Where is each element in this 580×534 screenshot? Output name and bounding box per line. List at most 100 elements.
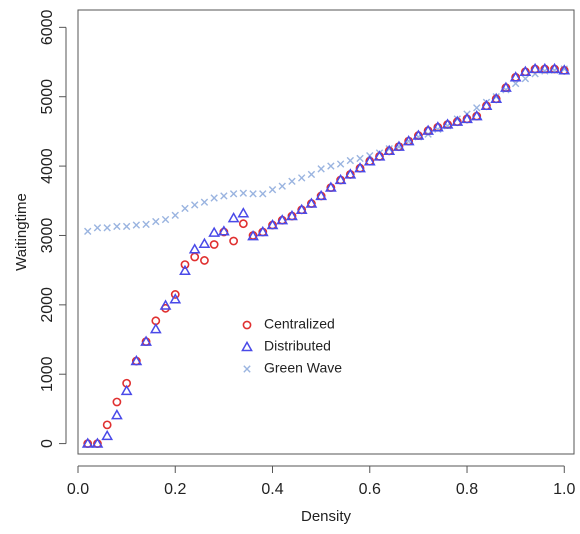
point-distributed	[295, 203, 308, 214]
point-centralized	[170, 290, 180, 299]
x-tick-label: 0.4	[261, 481, 283, 498]
point-green-wave	[259, 190, 267, 198]
point-distributed	[247, 230, 259, 241]
point-distributed	[208, 226, 221, 237]
legend-key-centralized	[242, 320, 252, 330]
point-green-wave	[122, 222, 131, 231]
point-distributed	[237, 207, 250, 218]
x-tick-label: 0.0	[67, 481, 89, 498]
point-distributed	[373, 150, 386, 161]
point-green-wave	[200, 198, 209, 206]
point-green-wave	[161, 215, 170, 224]
point-distributed	[558, 64, 571, 75]
point-distributed	[344, 168, 357, 179]
point-green-wave	[307, 170, 316, 179]
series-green-wave	[84, 65, 568, 236]
legend-key-green-wave	[243, 365, 251, 373]
point-distributed	[111, 409, 123, 420]
legend-label-distributed: Distributed	[264, 338, 331, 354]
point-distributed	[470, 110, 483, 121]
point-green-wave	[113, 222, 121, 231]
point-distributed	[529, 62, 541, 74]
x-axis-label: Density	[301, 508, 352, 525]
y-tick-label: 3000	[39, 218, 56, 254]
y-tick-label: 0	[39, 439, 56, 448]
point-distributed	[490, 92, 503, 103]
point-green-wave	[132, 221, 141, 229]
legend: Centralized Distributed Green Wave	[241, 316, 342, 376]
point-green-wave	[142, 220, 150, 229]
point-distributed	[169, 293, 182, 304]
point-distributed	[324, 181, 337, 192]
point-distributed	[81, 437, 94, 448]
point-green-wave	[317, 165, 325, 173]
point-distributed	[315, 189, 328, 201]
point-distributed	[412, 129, 425, 140]
x-tick-label: 1.0	[553, 481, 575, 498]
point-centralized	[229, 236, 239, 246]
y-tick-label: 1000	[39, 356, 56, 392]
point-green-wave	[336, 160, 345, 168]
point-distributed	[363, 155, 376, 166]
series-distributed	[81, 62, 571, 448]
point-centralized	[112, 397, 122, 407]
point-distributed	[159, 299, 172, 310]
y-axis: 0 1000 2000 3000 4000 5000 6000	[39, 9, 67, 448]
y-tick-label: 6000	[39, 9, 56, 45]
point-distributed	[383, 144, 396, 156]
point-distributed	[286, 209, 298, 221]
point-distributed	[461, 112, 473, 124]
point-green-wave	[93, 224, 102, 232]
point-distributed	[431, 121, 444, 132]
point-distributed	[441, 118, 454, 129]
point-distributed	[451, 115, 464, 126]
point-distributed	[519, 65, 532, 76]
point-green-wave	[103, 224, 111, 232]
point-green-wave	[229, 190, 238, 198]
point-centralized	[180, 260, 190, 270]
point-green-wave	[191, 201, 199, 209]
point-distributed	[140, 335, 152, 346]
point-distributed	[266, 218, 279, 230]
point-distributed	[101, 429, 114, 441]
point-green-wave	[210, 194, 218, 202]
point-distributed	[130, 354, 143, 366]
point-distributed	[509, 71, 522, 82]
x-tick-label: 0.2	[164, 481, 186, 498]
point-distributed	[217, 225, 230, 236]
x-tick-label: 0.8	[456, 481, 478, 498]
point-distributed	[480, 99, 493, 110]
y-tick-label: 4000	[39, 148, 56, 184]
point-distributed	[305, 197, 318, 208]
point-distributed	[500, 81, 512, 92]
y-tick-label: 5000	[39, 79, 56, 115]
point-distributed	[256, 225, 269, 237]
x-tick-label: 0.6	[359, 481, 381, 498]
point-green-wave	[249, 190, 257, 198]
point-green-wave	[268, 185, 277, 194]
point-distributed	[548, 62, 561, 74]
x-axis: 0.0 0.2 0.4 0.6 0.8 1.0	[67, 465, 575, 498]
point-distributed	[402, 135, 415, 146]
point-distributed	[227, 212, 240, 223]
point-distributed	[198, 237, 211, 248]
point-green-wave	[288, 177, 296, 186]
point-green-wave	[473, 104, 481, 112]
point-green-wave	[220, 192, 228, 200]
point-green-wave	[84, 227, 92, 236]
legend-label-green-wave: Green Wave	[264, 360, 342, 376]
point-green-wave	[297, 174, 306, 182]
point-distributed	[179, 264, 191, 276]
point-distributed	[120, 384, 133, 396]
point-green-wave	[152, 217, 160, 226]
point-green-wave	[181, 204, 189, 213]
point-distributed	[149, 323, 162, 334]
point-distributed	[538, 62, 551, 74]
point-green-wave	[346, 156, 355, 165]
point-green-wave	[239, 189, 248, 197]
plot-frame	[77, 9, 575, 455]
point-green-wave	[356, 154, 364, 163]
point-green-wave	[278, 182, 286, 190]
point-distributed	[393, 140, 405, 151]
